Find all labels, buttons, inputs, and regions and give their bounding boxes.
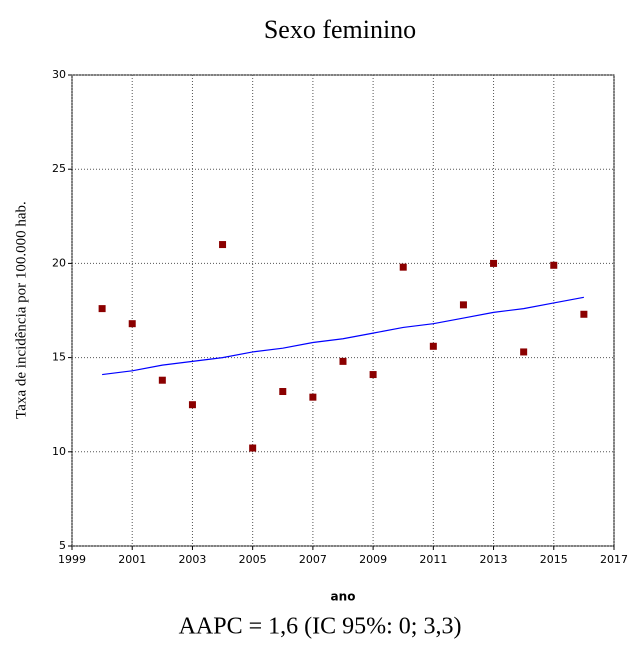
data-point: [399, 263, 407, 271]
x-axis-label: ano: [331, 590, 356, 604]
x-tick-label: 1999: [58, 553, 86, 566]
data-point: [128, 320, 136, 328]
data-point: [369, 371, 377, 379]
y-tick-label: 10: [52, 445, 66, 458]
data-point: [188, 401, 196, 409]
data-point: [158, 376, 166, 384]
data-point: [249, 444, 257, 452]
data-point: [580, 310, 588, 318]
data-point: [459, 301, 467, 309]
data-point: [429, 342, 437, 350]
x-tick-label: 2013: [480, 553, 508, 566]
x-tick-label: 2009: [359, 553, 387, 566]
data-point: [490, 259, 498, 267]
data-point: [219, 241, 227, 249]
chart-title: Sexo feminino: [264, 15, 416, 44]
data-point: [520, 348, 528, 356]
plot-frame: [71, 74, 615, 547]
x-tick-label: 2001: [118, 553, 146, 566]
y-axis-label: Taxa de incidência por 100.000 hab.: [13, 201, 29, 419]
x-tick-label: 2005: [239, 553, 267, 566]
data-point: [550, 261, 558, 269]
x-tick-label: 2003: [178, 553, 206, 566]
data-point: [279, 388, 287, 396]
data-point: [339, 357, 347, 365]
y-tick-label: 20: [52, 256, 66, 269]
x-tick-label: 2017: [600, 553, 628, 566]
y-tick-label: 5: [59, 539, 66, 552]
x-tick-label: 2015: [540, 553, 568, 566]
y-tick-label: 30: [52, 68, 66, 81]
x-tick-label: 2011: [419, 553, 447, 566]
data-point: [98, 305, 106, 313]
y-tick-label: 15: [52, 351, 66, 364]
x-tick-label: 2007: [299, 553, 327, 566]
trend-line: [102, 296, 584, 376]
y-tick-label: 25: [52, 162, 66, 175]
caption: AAPC = 1,6 (IC 95%: 0; 3,3): [179, 614, 462, 640]
data-point: [309, 393, 317, 401]
